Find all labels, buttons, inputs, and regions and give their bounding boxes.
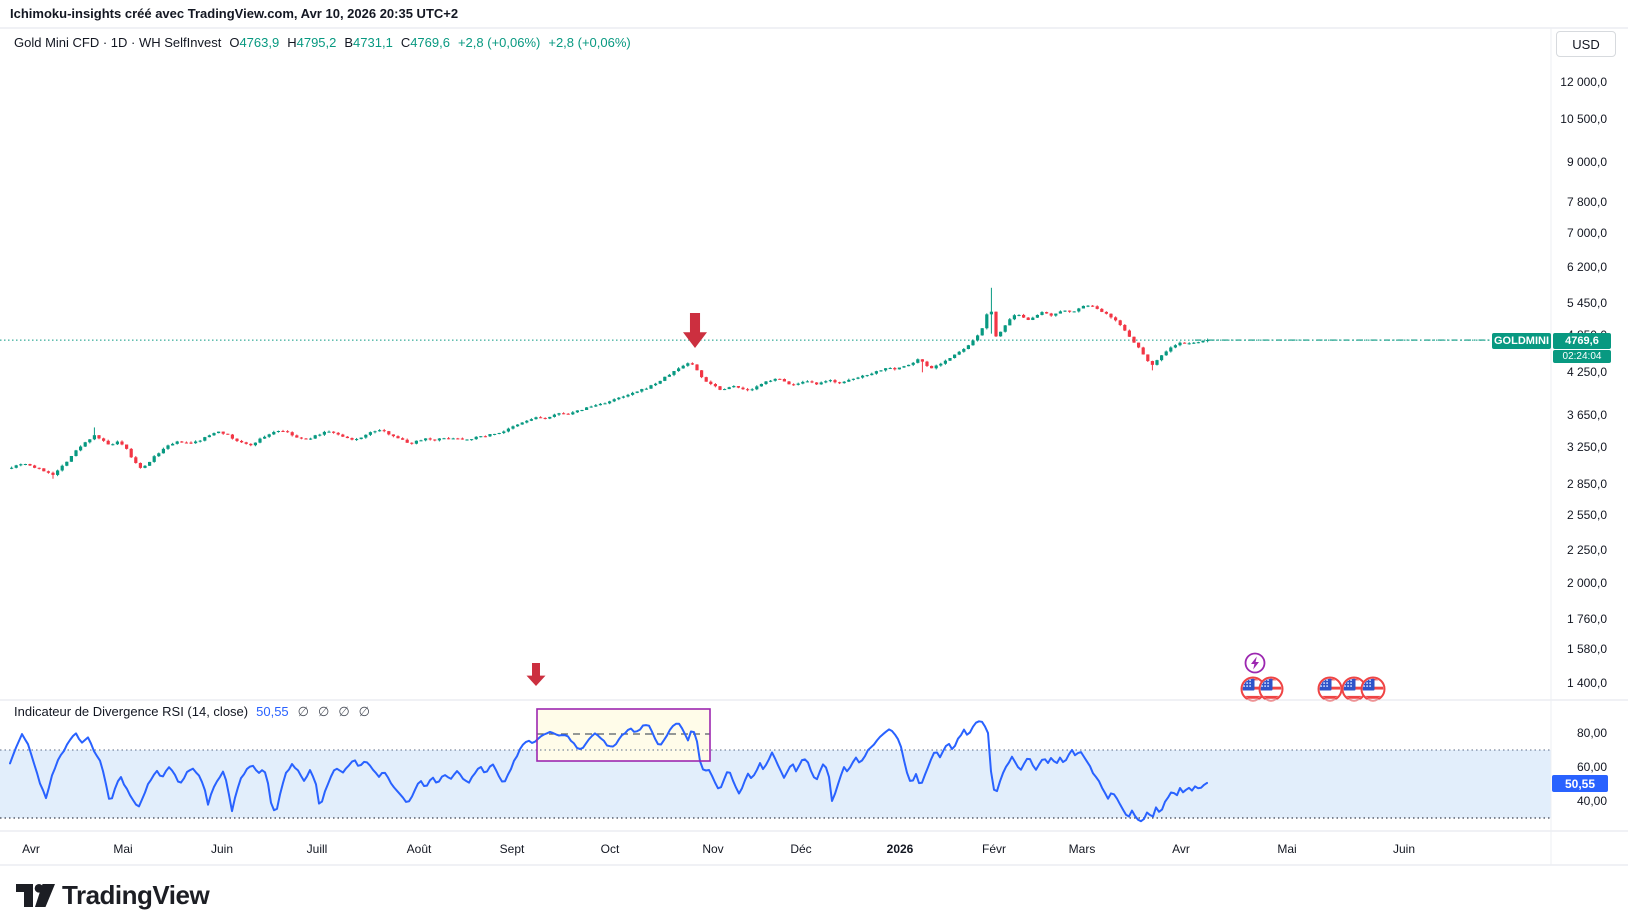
time-axis-label: Juill (306, 842, 328, 856)
price-tick-label: 6 200,0 (1566, 259, 1607, 274)
price-tick-label: 2 550,0 (1566, 508, 1607, 523)
time-axis-label: Oct (600, 842, 620, 856)
price-tick-label: 9 000,0 (1566, 155, 1607, 170)
time-axis-label: Mars (1068, 842, 1096, 856)
currency-button[interactable]: USD (1556, 31, 1616, 57)
tradingview-logo[interactable]: TradingView (62, 880, 210, 910)
rsi-tick-label: 60,00 (1576, 760, 1607, 774)
ohlc-field: O4763,9 (229, 35, 280, 50)
price-tick-label: 7 800,0 (1566, 195, 1607, 210)
price-tick-label: 7 000,0 (1566, 225, 1607, 240)
down-arrow-annotation-main[interactable] (683, 313, 707, 348)
candlestick-series (10, 287, 1210, 479)
rsi-line (9, 720, 1208, 823)
price-tick-label: 1 580,0 (1566, 642, 1607, 657)
flag-badge-icon[interactable] (1360, 676, 1386, 702)
empty-set-glyph: ∅ (318, 704, 330, 719)
time-axis-label: Avr (22, 842, 40, 856)
bar-close-countdown: 02:24:04 (1553, 350, 1611, 363)
price-tick-label: 1 760,0 (1566, 611, 1607, 626)
price-tick-label: 4 250,0 (1566, 365, 1607, 380)
ohlc-field: C4769,6 (400, 35, 450, 50)
price-tick-label: 3 650,0 (1566, 407, 1607, 422)
price-tick-label: 2 000,0 (1566, 576, 1607, 591)
symbol-price-tag: GOLDMINI (1492, 333, 1551, 349)
last-price-tag: 4769,6 (1553, 333, 1611, 349)
time-axis-label: Août (406, 842, 432, 856)
time-axis-label: Mai (1277, 842, 1297, 856)
rsi-indicator-title: Indicateur de Divergence RSI (14, close) (14, 704, 249, 719)
tradingview-logo-icon[interactable] (16, 884, 55, 907)
price-tick-label: 1 400,0 (1566, 675, 1607, 690)
symbol-legend[interactable]: Gold Mini CFD · 1D · WH SelfInvest O4763,… (14, 35, 631, 50)
symbol-description: Gold Mini CFD · 1D · WH SelfInvest (14, 35, 222, 50)
change-value: +2,8 (+0,06%) (457, 35, 541, 50)
time-axis-label: Juin (1392, 842, 1416, 856)
rsi-value-tag: 50,55 (1552, 775, 1608, 792)
rsi-indicator-legend[interactable]: Indicateur de Divergence RSI (14, close)… (14, 704, 370, 720)
down-arrow-annotation-lower[interactable] (526, 663, 546, 686)
ohlc-field: H4795,2 (287, 35, 337, 50)
time-axis-label: Nov (702, 842, 724, 856)
time-axis-label: Déc (790, 842, 812, 856)
ohlc-field: B4731,1 (344, 35, 393, 50)
time-axis-label: 2026 (886, 842, 914, 856)
empty-set-glyph: ∅ (358, 704, 370, 719)
price-tick-label: 3 250,0 (1566, 440, 1607, 455)
price-tick-label: 10 500,0 (1560, 112, 1607, 127)
time-axis-label: Sept (499, 842, 525, 856)
empty-set-glyph: ∅ (338, 704, 350, 719)
change-value: +2,8 (+0,06%) (548, 35, 631, 50)
price-tick-label: 5 450,0 (1566, 295, 1607, 310)
lightning-badge-icon[interactable] (1244, 652, 1266, 674)
empty-set-glyph: ∅ (297, 704, 309, 719)
flag-badge-icon[interactable] (1317, 676, 1343, 702)
rsi-current-value: 50,55 (256, 704, 289, 719)
ohlc-values: O4763,9 H4795,2 B4731,1 C4769,6 +2,8 (+0,06%… (221, 35, 630, 50)
time-axis-label: Mai (113, 842, 133, 856)
page-title: Ichimoku-insights créé avec TradingView.… (10, 6, 459, 21)
time-axis-label: Avr (1172, 842, 1190, 856)
flag-badge-icon[interactable] (1258, 676, 1284, 702)
divergence-box[interactable] (536, 708, 711, 762)
price-tick-label: 12 000,0 (1560, 75, 1607, 89)
price-tick-label: 2 250,0 (1566, 543, 1607, 558)
rsi-empty-values: ∅ ∅ ∅ ∅ (289, 704, 370, 719)
rsi-tick-label: 80,00 (1576, 726, 1607, 740)
time-axis-label: Juin (210, 842, 234, 856)
price-tick-label: 2 850,0 (1566, 477, 1607, 492)
rsi-tick-label: 40,00 (1576, 794, 1607, 808)
time-axis-label: Févr (982, 842, 1006, 856)
